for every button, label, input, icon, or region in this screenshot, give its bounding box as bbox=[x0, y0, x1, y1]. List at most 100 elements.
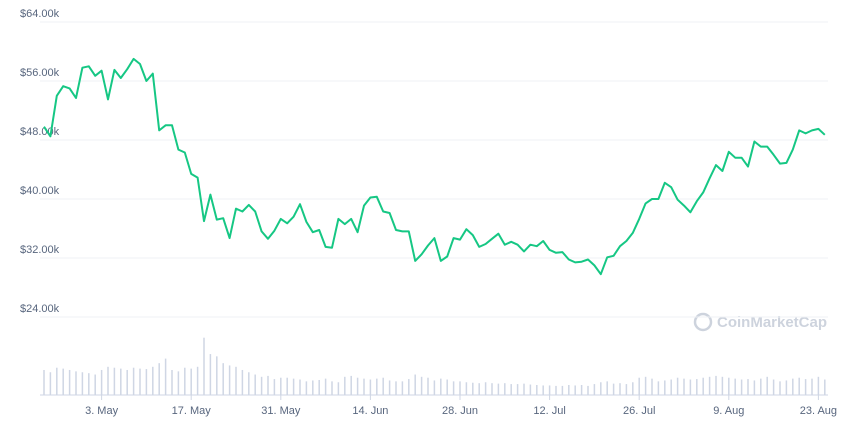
volume-bar bbox=[811, 378, 813, 395]
volume-bar bbox=[81, 372, 84, 395]
volume-bar bbox=[382, 377, 384, 395]
volume-bar bbox=[657, 381, 660, 395]
volume-bar bbox=[529, 384, 532, 395]
volume-bar bbox=[56, 367, 58, 395]
volume-bar bbox=[555, 385, 557, 395]
volume-bar bbox=[510, 384, 512, 395]
volume-bar bbox=[43, 369, 45, 395]
volume-bar bbox=[395, 381, 397, 395]
volume-bar bbox=[504, 383, 506, 395]
volume-bar bbox=[440, 378, 442, 395]
volume-bar bbox=[62, 368, 64, 395]
volume-bar bbox=[465, 382, 468, 395]
volume-bar bbox=[574, 385, 576, 395]
volume-bar bbox=[241, 369, 244, 395]
volume-bar bbox=[158, 363, 160, 395]
volume-bar bbox=[49, 372, 52, 395]
volume-bar bbox=[228, 365, 231, 395]
volume-bar bbox=[190, 368, 192, 395]
volume-bar bbox=[625, 384, 628, 395]
volume-bar bbox=[222, 363, 224, 395]
volume-bar bbox=[363, 378, 365, 395]
volume-bar bbox=[478, 383, 480, 395]
y-tick-label: $32.00k bbox=[20, 244, 60, 256]
volume-bar bbox=[683, 378, 685, 395]
grid: $24.00k $32.00k $40.00k $48.00k $56.00k $64.0… bbox=[20, 8, 828, 318]
volume-bar bbox=[401, 381, 404, 395]
volume-bar bbox=[702, 377, 704, 395]
volume-bar bbox=[414, 374, 416, 395]
volume-bar bbox=[75, 371, 77, 395]
volume-bar bbox=[497, 383, 500, 395]
volume-bar bbox=[164, 358, 167, 395]
volume-bar bbox=[408, 379, 410, 395]
x-tick-label: 14. Jun bbox=[352, 405, 388, 417]
volume-bar bbox=[145, 369, 148, 395]
x-tick-label: 12. Jul bbox=[533, 405, 565, 417]
volume-bar bbox=[792, 378, 794, 395]
volume-bar bbox=[273, 379, 276, 395]
volume-bar bbox=[350, 375, 352, 395]
volume-bar bbox=[548, 385, 551, 395]
volume-bar bbox=[420, 376, 423, 395]
volume-bar bbox=[619, 383, 621, 395]
volume-bar bbox=[369, 379, 372, 395]
volume-bar bbox=[459, 381, 461, 395]
volume-bar bbox=[356, 377, 359, 395]
volume-bar bbox=[715, 375, 717, 395]
volume-bar bbox=[612, 383, 615, 395]
volume-bar bbox=[734, 378, 736, 395]
volume-bar bbox=[664, 380, 666, 395]
y-tick-label: $48.00k bbox=[20, 126, 60, 138]
volume-bar bbox=[670, 379, 672, 395]
volume-bar bbox=[696, 379, 698, 395]
volume-bar bbox=[120, 368, 122, 395]
volume-bar bbox=[344, 376, 346, 395]
volume-bar bbox=[433, 380, 436, 395]
volume-bar bbox=[766, 376, 768, 395]
volume-bar bbox=[94, 374, 96, 395]
watermark-icon bbox=[693, 312, 713, 332]
volume-bar bbox=[523, 383, 525, 395]
volume-bar bbox=[491, 383, 493, 395]
y-tick-label: $64.00k bbox=[20, 8, 60, 20]
volume-bar bbox=[235, 366, 237, 395]
volume-bar bbox=[785, 380, 788, 395]
volume-bar bbox=[516, 384, 519, 395]
y-tick-label: $24.00k bbox=[20, 303, 60, 315]
y-tick-label: $56.00k bbox=[20, 67, 60, 79]
volume-bar bbox=[68, 369, 71, 395]
volume-bar bbox=[606, 381, 608, 395]
volume-bar bbox=[689, 379, 692, 395]
volume-bar bbox=[804, 379, 807, 395]
volume-bar bbox=[536, 384, 538, 395]
volume-bar bbox=[651, 378, 653, 395]
volume-bar bbox=[196, 366, 199, 395]
volume-bar bbox=[152, 366, 154, 395]
volume-bar bbox=[593, 384, 596, 395]
volume-bar bbox=[452, 381, 455, 395]
volume-bar bbox=[728, 377, 730, 395]
volume-bar bbox=[254, 374, 256, 395]
volume-bar bbox=[286, 377, 288, 395]
volume-bar bbox=[644, 376, 647, 395]
volume-bar bbox=[388, 380, 391, 395]
volume-bar bbox=[100, 369, 103, 395]
volume-bar bbox=[376, 378, 378, 395]
volume-bar bbox=[248, 372, 250, 395]
y-tick-label: $40.00k bbox=[20, 185, 60, 197]
volume-bar bbox=[772, 379, 775, 395]
volume-bar bbox=[632, 382, 634, 395]
volume-bar bbox=[708, 376, 711, 395]
volume-bar bbox=[472, 382, 474, 395]
x-tick-label: 26. Jul bbox=[623, 405, 655, 417]
volume-bar bbox=[337, 382, 340, 395]
volume-bar bbox=[203, 337, 205, 395]
volume-bar bbox=[331, 381, 333, 395]
volume-bar bbox=[798, 377, 800, 395]
watermark-text: CoinMarketCap bbox=[717, 314, 827, 331]
volume-bar bbox=[113, 367, 116, 395]
volume-bar bbox=[88, 373, 90, 395]
x-tick-label: 28. Jun bbox=[442, 405, 478, 417]
